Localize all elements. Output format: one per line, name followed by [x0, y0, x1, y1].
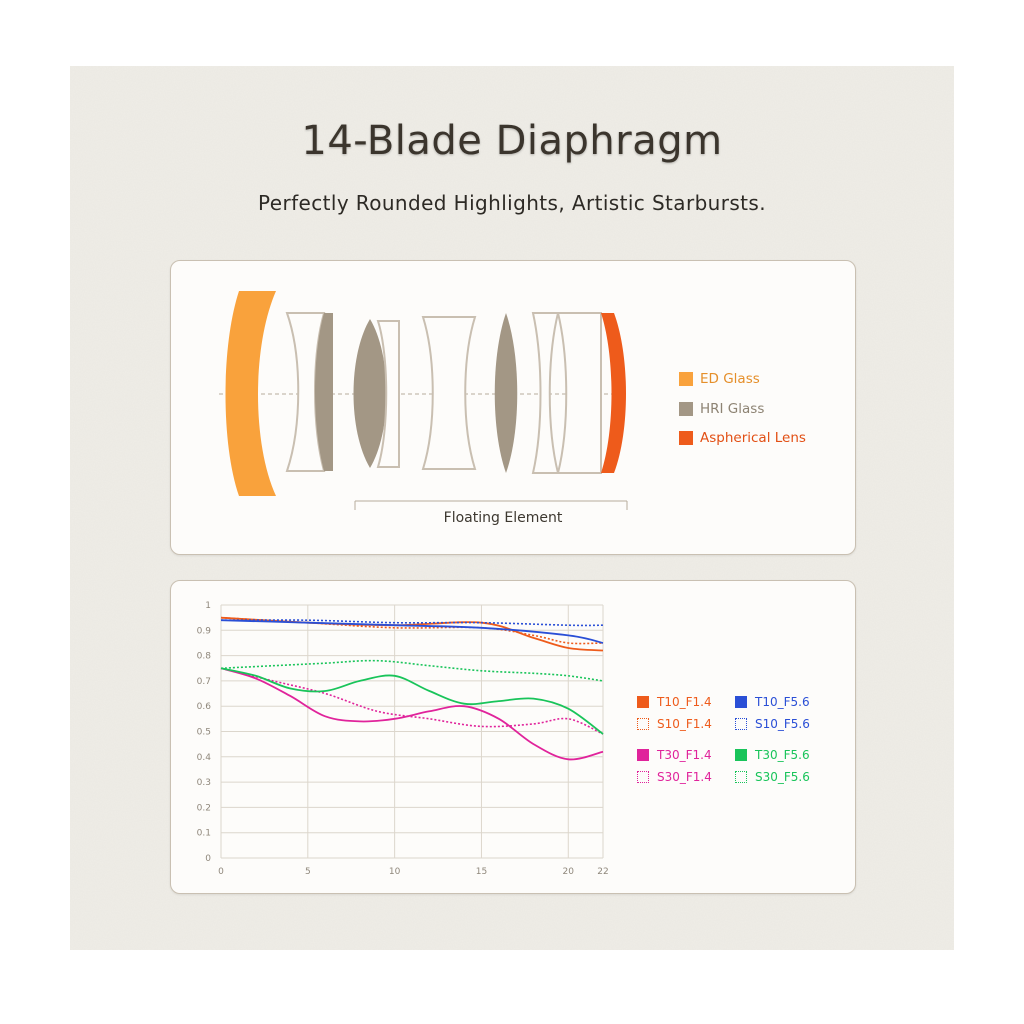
legend-swatch: [735, 696, 747, 708]
poster: 14-Blade Diaphragm Perfectly Rounded Hig…: [70, 66, 954, 950]
legend-label: S30_F5.6: [755, 770, 810, 784]
legend-label: S10_F5.6: [755, 717, 810, 731]
ed-glass-swatch: [679, 372, 693, 386]
legend-item: T30_F1.4: [637, 747, 712, 763]
legend-swatch: [637, 749, 649, 761]
legend-item: T10_F1.4: [637, 694, 712, 710]
y-tick-label: 0.8: [197, 652, 212, 662]
legend-item: S30_F5.6: [735, 769, 810, 785]
lens-diagram: Floating Element: [219, 291, 628, 526]
legend-item-aspherical-lens: Aspherical Lens: [679, 430, 806, 446]
series-line-s30-f5-6: [220, 659, 604, 682]
legend-label: T10_F5.6: [755, 695, 810, 709]
legend-label: T10_F1.4: [657, 695, 712, 709]
mtf-chart: 00.10.20.30.40.50.60.70.80.910 5 10 15 20 22: [197, 601, 609, 877]
legend-item: S10_F5.6: [735, 716, 810, 732]
hri-glass-swatch: [679, 402, 693, 416]
legend-label: S30_F1.4: [657, 770, 712, 784]
y-tick-label: 0.5: [197, 728, 211, 738]
x-tick-label: 0: [218, 867, 224, 877]
y-tick-label: 0: [205, 854, 211, 864]
lens-element-ed-glass: [225, 291, 276, 496]
y-tick-label: 0.7: [197, 677, 211, 687]
series-line-t10-f5-6: [220, 619, 604, 644]
legend-item: T30_F5.6: [735, 747, 810, 763]
x-tick-label: 10: [389, 867, 401, 877]
y-tick-label: 0.3: [197, 778, 211, 788]
x-tick-label: 20: [563, 867, 575, 877]
legend-swatch: [637, 718, 649, 730]
series-line-s30-f1-4: [220, 667, 604, 735]
legend-item-ed-glass: ED Glass: [679, 371, 760, 387]
page-subtitle: Perfectly Rounded Highlights, Artistic S…: [258, 191, 766, 215]
x-tick-label: 22: [597, 867, 608, 877]
series-line-t30-f1-4: [220, 667, 604, 761]
lens-element-hri-glass-3: [494, 313, 518, 473]
legend-label: S10_F1.4: [657, 717, 712, 731]
floating-element-label: Floating Element: [444, 510, 563, 526]
y-tick-label: 1: [205, 601, 211, 611]
page-title: 14-Blade Diaphragm: [301, 118, 723, 164]
aspherical-lens-label: Aspherical Lens: [700, 430, 806, 446]
y-tick-label: 0.6: [197, 702, 212, 712]
lens-element-6: [421, 316, 477, 470]
lens-diagram-card: Floating Element ED Glass HRI Glass Asph…: [170, 260, 856, 555]
y-tick-label: 0.4: [197, 753, 212, 763]
series-line-t30-f5-6: [220, 667, 604, 735]
series-line-s10-f5-6: [220, 619, 604, 627]
lens-element-hri-glass-2: [353, 319, 387, 468]
hri-glass-label: HRI Glass: [700, 401, 765, 417]
legend-item: S10_F1.4: [637, 716, 712, 732]
legend-swatch: [735, 771, 747, 783]
ed-glass-label: ED Glass: [700, 371, 760, 387]
legend-swatch: [735, 749, 747, 761]
aspherical-lens-swatch: [679, 431, 693, 445]
lens-element-aspherical: [601, 313, 626, 473]
legend-swatch: [637, 771, 649, 783]
lens-element-9: [556, 312, 602, 474]
y-tick-label: 0.1: [197, 829, 211, 839]
lens-element-5: [376, 320, 400, 468]
y-tick-label: 0.9: [197, 626, 212, 636]
legend-item-hri-glass: HRI Glass: [679, 401, 764, 417]
lens-element-hri-glass-1: [315, 313, 333, 471]
legend-label: T30_F1.4: [657, 748, 712, 762]
x-tick-label: 15: [476, 867, 487, 877]
legend-label: T30_F5.6: [755, 748, 810, 762]
legend-swatch: [637, 696, 649, 708]
legend-swatch: [735, 718, 747, 730]
y-tick-label: 0.2: [197, 803, 211, 813]
legend-item: S30_F1.4: [637, 769, 712, 785]
legend-item: T10_F5.6: [735, 694, 810, 710]
mtf-chart-card: 0 0.1 0.2 0.3 0.4 0.5 0.6 0.7 0.8 0.9 1 0 5 10 15 20 22 …: [170, 580, 856, 894]
lens-element-8: [531, 312, 560, 474]
x-tick-label: 5: [305, 867, 311, 877]
